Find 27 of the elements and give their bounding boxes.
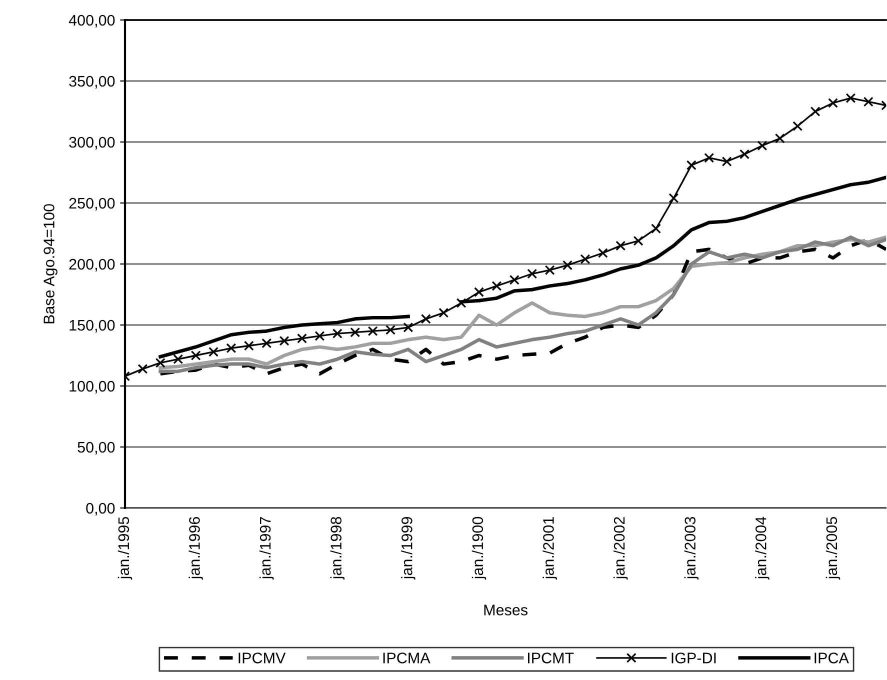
y-tick-label: 300,00	[69, 136, 115, 150]
x-tick-label: jan./2003	[684, 517, 699, 580]
y-tick-label: 150,00	[70, 320, 115, 332]
x-tick-label: jan./1997	[259, 517, 274, 580]
x-tick-label: jan./2002	[613, 517, 628, 580]
legend-label: IPCMA	[383, 652, 430, 664]
x-tick-label: jan./1999	[401, 517, 416, 580]
x-tick-label: jan./1996	[188, 517, 203, 580]
x-tick-label: jan./2001	[542, 517, 557, 580]
y-tick-label: 0,00	[86, 502, 115, 516]
legend-label: IPCA	[814, 652, 849, 664]
y-tick-label: 200,00	[69, 258, 115, 272]
x-tick-label: jan./1998	[330, 516, 345, 580]
x-tick-label: jan./2004	[755, 516, 770, 580]
y-tick-label: 250,00	[69, 198, 115, 210]
legend-label: IPCMV	[238, 652, 286, 664]
legend-label: IGP-DI	[672, 652, 716, 664]
y-tick-label: 50,00	[78, 442, 115, 454]
y-tick-label: 350,00	[69, 76, 115, 88]
y-tick-label: 100,00	[70, 380, 115, 394]
y-axis-title: Base Ago.94=100	[44, 204, 58, 324]
x-axis-title: Meses	[484, 604, 528, 616]
x-tick-label: jan./1995	[118, 516, 132, 580]
x-tick-label: jan./1900	[472, 516, 486, 580]
y-tick-label: 400,00	[68, 14, 115, 28]
legend-label: IPCMT	[528, 652, 574, 664]
x-tick-label: jan./2005	[826, 516, 840, 580]
